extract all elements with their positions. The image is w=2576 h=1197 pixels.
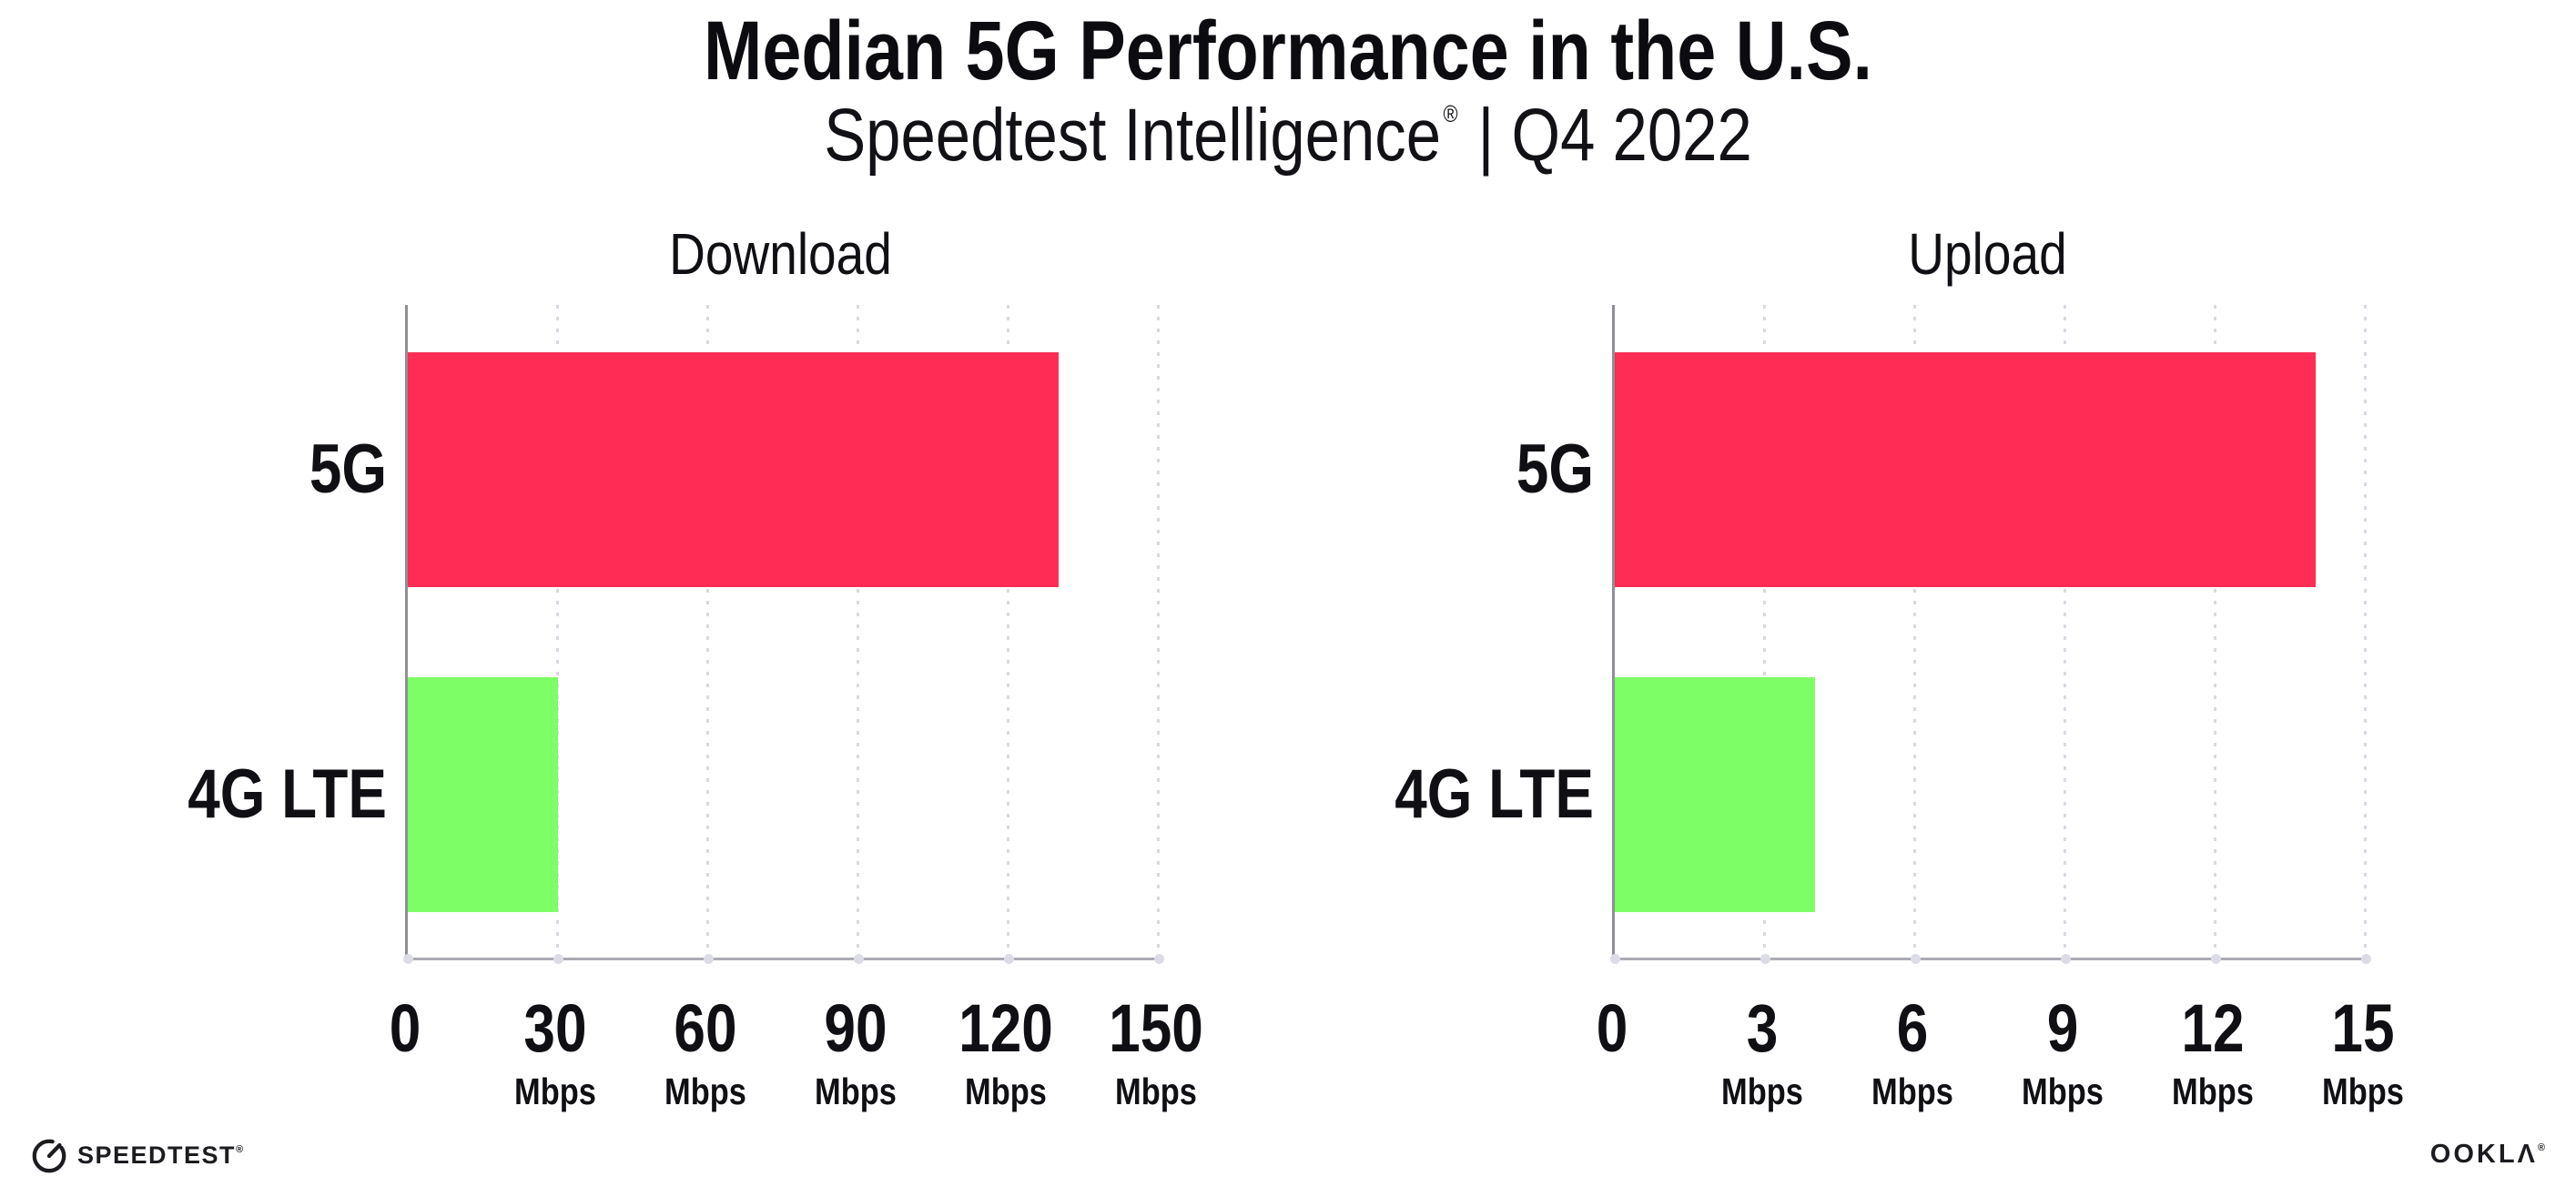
chart-panel-download: Download 0 30 Mbps 60 Mbps 90 Mbps 120 Mbps 150 Mb… [86,218,1270,1138]
chart-panel-upload: Upload 0 3 Mbps 6 Mbps 9 Mbps 12 Mbps 15 Mbps 5G 4G… [1293,218,2477,1138]
tick-unit: Mbps [514,1070,596,1112]
axis-tick-mark [403,954,413,964]
gridline [2214,305,2216,958]
x-axis-labels-upload: 0 3 Mbps 6 Mbps 9 Mbps 12 Mbps 15 Mbps [1597,990,2404,1138]
axis-tick-mark [1004,954,1014,964]
axis-tick-mark [854,954,864,964]
x-axis-tick-label: 90 Mbps [787,990,924,1113]
axis-tick-mark [553,954,563,964]
gridline [1763,305,1766,958]
gridline [2064,305,2066,958]
axis-tick-mark [1760,954,1770,964]
tick-value: 150 [1109,990,1203,1066]
category-label-text: 5G [1516,431,1594,508]
bar-5g [408,352,1059,587]
tick-value: 120 [958,990,1053,1066]
axis-tick-mark [2211,954,2221,964]
axis-tick-mark [1911,954,1921,964]
category-label: 5G [86,424,387,515]
tick-unit: Mbps [815,1070,897,1112]
gridline [1157,305,1160,958]
axis-tick-mark [2361,954,2371,964]
x-axis-labels-download: 0 30 Mbps 60 Mbps 90 Mbps 120 Mbps 150 Mbps [390,990,1203,1138]
plot-area-download [403,305,1164,964]
gridline [1007,305,1009,958]
tick-value: 9 [2046,990,2079,1066]
speedtest-gauge-icon [32,1139,66,1173]
bar-4g-lte [1615,677,1815,912]
x-axis-tick-label: 30 Mbps [487,990,624,1113]
speedtest-logo: SPEEDTEST® [30,1134,245,1176]
category-label: 4G LTE [86,749,387,840]
ookla-logo-text: OOKLΛ [2429,1140,2538,1169]
page-subtitle: Speedtest Intelligence® | Q4 2022 [206,93,2369,195]
tick-unit: Mbps [1871,1070,1953,1112]
plot-area-upload [1610,305,2371,964]
x-axis-tick-label: 6 Mbps [1844,990,1981,1113]
tick-value: 60 [674,990,737,1066]
gridline [1913,305,1916,958]
axis-tick-mark [1154,954,1164,964]
category-label-text: 4G LTE [1394,756,1594,833]
x-axis-tick-label: 120 Mbps [938,990,1074,1113]
ookla-registered-mark: ® [2537,1142,2545,1154]
category-label-text: 5G [309,431,387,508]
registered-trademark-mark: ® [1443,100,1458,127]
tick-value: 15 [2331,990,2395,1066]
speedtest-registered-mark: ® [236,1143,245,1155]
tick-unit: Mbps [2022,1070,2104,1112]
x-axis-tick-label: 9 Mbps [1994,990,2131,1113]
gridline [857,305,859,958]
x-axis-tick-label: 15 Mbps [2295,990,2431,1113]
tick-unit: Mbps [2322,1070,2404,1112]
subtitle-brand: Speedtest Intelligence [824,94,1442,177]
gridline [706,305,709,958]
x-axis-tick-label: 150 Mbps [1088,990,1224,1113]
tick-value: 12 [2181,990,2245,1066]
page-title: Median 5G Performance in the U.S. [703,5,1873,97]
bar-4g-lte [408,677,558,912]
category-label: 5G [1293,424,1594,515]
tick-value: 3 [1746,990,1779,1066]
axis-tick-mark [704,954,714,964]
gridline [556,305,559,958]
chart-title-upload: Upload [1908,221,2067,287]
x-axis-tick-label: 0 [1544,992,1680,1065]
subtitle-period: | Q4 2022 [1477,94,1752,177]
speedtest-logo-text: SPEEDTEST® [77,1141,245,1169]
axis-tick-mark [2061,954,2071,964]
tick-value: 90 [824,990,887,1066]
tick-unit: Mbps [2172,1070,2254,1112]
category-label: 4G LTE [1293,749,1594,840]
tick-unit: Mbps [1115,1070,1197,1112]
x-axis-tick-label: 0 [337,992,473,1065]
chart-title-download: Download [669,221,892,287]
tick-unit: Mbps [965,1070,1047,1112]
tick-unit: Mbps [1721,1070,1803,1112]
x-axis-tick-label: 12 Mbps [2145,990,2281,1113]
tick-value: 30 [523,990,587,1066]
ookla-logo: OOKLΛ® [2430,1140,2545,1170]
tick-value: 6 [1896,990,1929,1066]
x-axis-tick-label: 60 Mbps [637,990,774,1113]
tick-value: 0 [389,990,421,1066]
category-label-text: 4G LTE [188,756,387,833]
bar-5g [1615,352,2316,587]
gridline [2364,305,2367,958]
x-axis-tick-label: 3 Mbps [1694,990,1831,1113]
tick-unit: Mbps [664,1070,746,1112]
axis-tick-mark [1610,954,1620,964]
tick-value: 0 [1596,990,1628,1066]
